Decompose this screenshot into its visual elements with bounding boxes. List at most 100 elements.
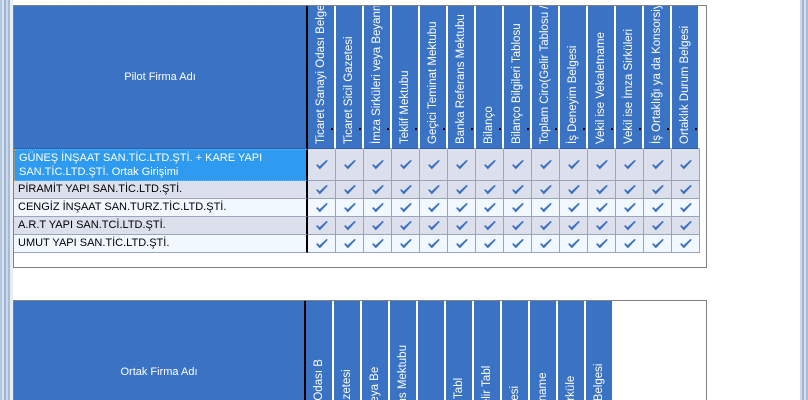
column-header-document[interactable]: Bilanço Bilgileri Tablosu: [504, 6, 532, 149]
column-header-document[interactable]: İmza Sirküle: [558, 301, 586, 400]
cell-document-check[interactable]: [308, 235, 336, 253]
cell-document-check[interactable]: [672, 149, 700, 181]
column-header-document[interactable]: Sicil Gazetesi: [334, 301, 362, 400]
column-header-document[interactable]: Sanayi Odası B: [306, 301, 334, 400]
cell-document-check[interactable]: [588, 217, 616, 235]
cell-document-check[interactable]: [672, 235, 700, 253]
column-header-document[interactable]: Durum Belgesi: [586, 301, 614, 400]
cell-document-check[interactable]: [364, 181, 392, 199]
cell-document-check[interactable]: [476, 217, 504, 235]
cell-document-check[interactable]: [504, 181, 532, 199]
cell-firma-adi[interactable]: UMUT YAPI SAN.TİC.LTD.ŞTİ.: [14, 235, 308, 253]
cell-firma-adi[interactable]: PİRAMİT YAPI SAN.TİC.LTD.ŞTİ.: [14, 181, 308, 199]
column-header-document[interactable]: Vekil ise Vekaletname: [588, 6, 616, 149]
ortak-firma-grid[interactable]: Ortak Firma Adı Sanayi Odası B Sicil Gazet…: [13, 300, 707, 400]
cell-document-check[interactable]: [364, 217, 392, 235]
cell-document-check[interactable]: [588, 149, 616, 181]
cell-document-check[interactable]: [476, 199, 504, 217]
cell-document-check[interactable]: [560, 217, 588, 235]
cell-document-check[interactable]: [392, 217, 420, 235]
cell-document-check[interactable]: [644, 181, 672, 199]
cell-document-check[interactable]: [644, 199, 672, 217]
cell-document-check[interactable]: [392, 199, 420, 217]
column-header-document[interactable]: Referans Mektubu: [390, 301, 418, 400]
cell-document-check[interactable]: [308, 181, 336, 199]
column-header-document[interactable]: Teklif Mektubu: [392, 6, 420, 149]
cell-document-check[interactable]: [448, 149, 476, 181]
cell-document-check[interactable]: [392, 181, 420, 199]
column-header-document[interactable]: Banka Referans Mektubu: [448, 6, 476, 149]
column-header-document[interactable]: Ticaret Sanayi Odası Belgesi: [308, 6, 336, 149]
cell-document-check[interactable]: [364, 235, 392, 253]
cell-document-check[interactable]: [588, 181, 616, 199]
cell-document-check[interactable]: [644, 149, 672, 181]
cell-document-check[interactable]: [476, 235, 504, 253]
cell-document-check[interactable]: [616, 149, 644, 181]
cell-document-check[interactable]: [420, 181, 448, 199]
table-row[interactable]: UMUT YAPI SAN.TİC.LTD.ŞTİ.: [14, 235, 706, 253]
cell-document-check[interactable]: [644, 235, 672, 253]
column-header-document[interactable]: İmza Sirküleri veya Beyannamesi: [364, 6, 392, 149]
cell-document-check[interactable]: [644, 217, 672, 235]
cell-document-check[interactable]: [616, 235, 644, 253]
cell-document-check[interactable]: [420, 235, 448, 253]
cell-document-check[interactable]: [616, 199, 644, 217]
column-header-document[interactable]: küleri veya Be: [362, 301, 390, 400]
cell-document-check[interactable]: [308, 217, 336, 235]
column-header-document[interactable]: Toplam Ciro(Gelir Tablosu / Fatura): [532, 6, 560, 149]
cell-document-check[interactable]: [308, 199, 336, 217]
table-row[interactable]: PİRAMİT YAPI SAN.TİC.LTD.ŞTİ.: [14, 181, 706, 199]
table-row[interactable]: A.R.T YAPI SAN.TCİ.LTD.ŞTİ.: [14, 217, 706, 235]
cell-document-check[interactable]: [336, 235, 364, 253]
column-header-document[interactable]: Bilgileri Tabl: [446, 301, 474, 400]
cell-document-check[interactable]: [588, 199, 616, 217]
cell-document-check[interactable]: [616, 217, 644, 235]
cell-document-check[interactable]: [448, 181, 476, 199]
cell-document-check[interactable]: [532, 217, 560, 235]
cell-document-check[interactable]: [420, 199, 448, 217]
cell-document-check[interactable]: [392, 235, 420, 253]
cell-document-check[interactable]: [336, 149, 364, 181]
table-row[interactable]: GÜNEŞ İNŞAAT SAN.TİC.LTD.ŞTİ. + KARE YAP…: [14, 149, 706, 181]
column-header-document[interactable]: Geçici Teminat Mektubu: [420, 6, 448, 149]
cell-document-check[interactable]: [504, 149, 532, 181]
cell-firma-adi[interactable]: CENGİZ İNŞAAT SAN.TURZ.TİC.LTD.ŞTİ.: [14, 199, 308, 217]
column-header-document[interactable]: Ciro(Gelir Tabl: [474, 301, 502, 400]
cell-document-check[interactable]: [392, 149, 420, 181]
cell-document-check[interactable]: [560, 181, 588, 199]
column-header-name[interactable]: Ortak Firma Adı: [14, 301, 306, 400]
cell-document-check[interactable]: [504, 217, 532, 235]
cell-document-check[interactable]: [336, 217, 364, 235]
cell-document-check[interactable]: [448, 235, 476, 253]
cell-document-check[interactable]: [672, 181, 700, 199]
cell-document-check[interactable]: [588, 235, 616, 253]
column-header-document[interactable]: Ortaklık Durum Belgesi: [672, 6, 700, 149]
column-header-document[interactable]: Vekil ise İmza Sirküleri: [616, 6, 644, 149]
cell-document-check[interactable]: [504, 235, 532, 253]
cell-document-check[interactable]: [420, 217, 448, 235]
cell-document-check[interactable]: [616, 181, 644, 199]
cell-document-check[interactable]: [532, 199, 560, 217]
column-header-document[interactable]: Bilanço: [476, 6, 504, 149]
cell-document-check[interactable]: [532, 149, 560, 181]
cell-document-check[interactable]: [560, 149, 588, 181]
cell-document-check[interactable]: [532, 235, 560, 253]
column-header-document[interactable]: im Belgesi: [502, 301, 530, 400]
column-header-document[interactable]: Ticaret Sicil Gazetesi: [336, 6, 364, 149]
cell-document-check[interactable]: [336, 199, 364, 217]
cell-document-check[interactable]: [672, 217, 700, 235]
column-header-document[interactable]: İş Ortaklığı ya da Konsorsiyum: [644, 6, 672, 149]
column-header-name[interactable]: Pilot Firma Adı: [14, 6, 308, 149]
column-header-document[interactable]: İş Deneyim Belgesi: [560, 6, 588, 149]
cell-document-check[interactable]: [476, 181, 504, 199]
cell-document-check[interactable]: [672, 199, 700, 217]
cell-firma-adi[interactable]: GÜNEŞ İNŞAAT SAN.TİC.LTD.ŞTİ. + KARE YAP…: [14, 149, 308, 181]
table-row[interactable]: CENGİZ İNŞAAT SAN.TURZ.TİC.LTD.ŞTİ.: [14, 199, 706, 217]
pilot-firma-grid[interactable]: Pilot Firma Adı Ticaret Sanayi Odası Belg…: [13, 5, 707, 268]
cell-document-check[interactable]: [448, 199, 476, 217]
cell-document-check[interactable]: [504, 199, 532, 217]
cell-document-check[interactable]: [560, 199, 588, 217]
cell-firma-adi[interactable]: A.R.T YAPI SAN.TCİ.LTD.ŞTİ.: [14, 217, 308, 235]
column-header-document[interactable]: Vekaletname: [530, 301, 558, 400]
cell-document-check[interactable]: [336, 181, 364, 199]
